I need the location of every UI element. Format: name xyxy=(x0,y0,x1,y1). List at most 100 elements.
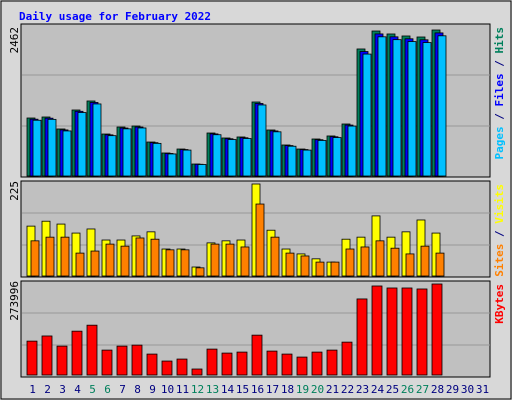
x-tick-label: 4 xyxy=(74,383,81,396)
bar xyxy=(392,39,402,177)
x-tick-label: 28 xyxy=(431,383,444,396)
x-tick-label: 21 xyxy=(326,383,339,396)
bar xyxy=(332,137,342,177)
legend-entry: Sites xyxy=(493,244,506,277)
bar xyxy=(120,245,130,277)
bar xyxy=(167,153,177,177)
bar xyxy=(401,287,413,376)
bar xyxy=(236,351,248,376)
bar xyxy=(210,243,220,277)
bar xyxy=(330,261,340,277)
bar xyxy=(221,352,233,376)
bar xyxy=(431,283,443,376)
bar xyxy=(257,104,267,177)
bar xyxy=(161,360,173,376)
y-max-label: 273996 xyxy=(8,281,21,321)
x-tick-label: 25 xyxy=(386,383,399,396)
bar xyxy=(347,125,357,177)
bar xyxy=(116,345,128,376)
bar xyxy=(281,353,293,376)
legend-separator: / xyxy=(493,54,506,74)
bar xyxy=(45,236,55,277)
bar xyxy=(26,340,38,376)
bar xyxy=(356,298,368,376)
bar xyxy=(32,119,42,177)
bar xyxy=(56,345,68,376)
x-tick-label: 16 xyxy=(251,383,264,396)
bar xyxy=(150,238,160,277)
bar xyxy=(315,261,325,277)
legend-separator: / xyxy=(493,224,506,244)
bar xyxy=(255,203,265,277)
y-max-label: 225 xyxy=(8,181,21,201)
bar xyxy=(195,267,205,277)
x-tick-label: 12 xyxy=(191,383,204,396)
bar xyxy=(105,243,115,277)
legend-entry: Visits xyxy=(493,184,506,224)
legend: Pages / Files / Hits xyxy=(493,27,506,160)
bar xyxy=(362,53,372,177)
bar xyxy=(227,139,237,177)
bar xyxy=(407,41,417,177)
bar xyxy=(176,358,188,376)
bar xyxy=(180,249,190,277)
x-tick-label: 6 xyxy=(104,383,111,396)
bar xyxy=(146,353,158,376)
x-tick-label: 18 xyxy=(281,383,294,396)
bar xyxy=(311,351,323,376)
bar xyxy=(225,243,235,277)
bar xyxy=(285,252,295,277)
x-tick-label: 22 xyxy=(341,383,354,396)
x-tick-label: 1 xyxy=(29,383,36,396)
legend-separator: / xyxy=(493,107,506,127)
bar xyxy=(191,368,203,376)
x-tick-label: 24 xyxy=(371,383,385,396)
x-tick-label: 15 xyxy=(236,383,249,396)
bar xyxy=(317,140,327,177)
bar xyxy=(30,240,40,277)
bar xyxy=(131,344,143,376)
bar xyxy=(272,131,282,177)
bar xyxy=(437,35,447,177)
bar xyxy=(206,348,218,376)
x-tick-label: 30 xyxy=(461,383,474,396)
bar xyxy=(41,335,53,376)
bar xyxy=(137,127,147,177)
x-tick-label: 11 xyxy=(176,383,189,396)
bar xyxy=(302,149,312,177)
bar xyxy=(416,288,428,376)
x-tick-label: 19 xyxy=(296,383,309,396)
bar xyxy=(377,36,387,177)
bar xyxy=(71,330,83,376)
x-tick-label: 29 xyxy=(446,383,459,396)
bar xyxy=(345,248,355,277)
x-tick-label: 26 xyxy=(401,383,414,396)
legend: Sites / Visits xyxy=(493,184,506,277)
bar xyxy=(341,341,353,376)
bar xyxy=(435,252,445,277)
bar xyxy=(375,240,385,277)
bar xyxy=(62,130,72,177)
bar xyxy=(422,42,432,177)
x-tick-label: 8 xyxy=(134,383,141,396)
bar xyxy=(75,252,85,277)
bar xyxy=(420,245,430,277)
bar xyxy=(47,118,57,177)
bar xyxy=(371,285,383,376)
bar xyxy=(135,237,145,277)
x-tick-label: 10 xyxy=(161,383,174,396)
legend-entry: Hits xyxy=(493,27,506,54)
bar xyxy=(182,149,192,177)
bar xyxy=(360,246,370,277)
x-tick-label: 2 xyxy=(44,383,51,396)
x-tick-label: 23 xyxy=(356,383,369,396)
bar xyxy=(107,135,117,177)
legend-entry: Pages xyxy=(493,126,506,159)
bar xyxy=(101,349,113,376)
x-tick-label: 31 xyxy=(476,383,489,396)
bar xyxy=(390,247,400,277)
bar xyxy=(122,128,132,177)
bar xyxy=(300,255,310,277)
